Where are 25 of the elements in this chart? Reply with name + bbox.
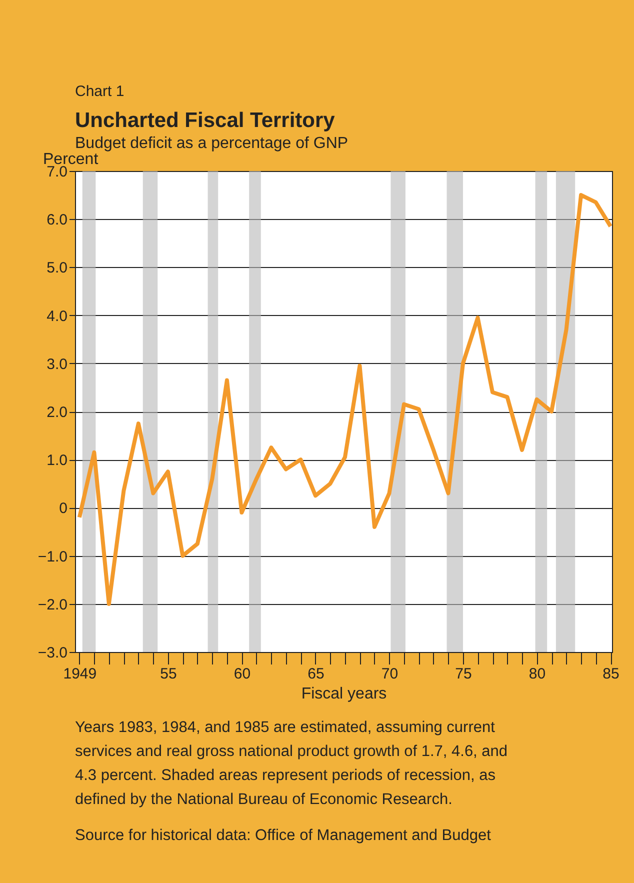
text: Years 1983, 1984, and 1985 are estimated, assuming current services and real gross national product growth of 1.7, 4.6, and 4.3 percent. Shaded areas represent periods of recession, as defined by the National Bureau of Economic Research.: [75, 719, 508, 808]
source-note: Source for historical data: Office of Management and Budget: [75, 827, 492, 844]
x-tick-label: 70: [381, 666, 398, 682]
x-tick-label: 1949: [63, 666, 97, 682]
x-tick-label: 65: [308, 666, 324, 682]
x-tick-label: 80: [528, 666, 546, 682]
chart-title: Uncharted Fiscal Territory: [75, 109, 336, 132]
y-tick-label: 5.0: [46, 260, 68, 277]
y-tick-label: 3.0: [46, 356, 68, 373]
y-tick-label: 1.0: [46, 452, 68, 470]
x-tick-label: 55: [160, 666, 177, 682]
y-tick-label: 7.0: [46, 164, 68, 180]
y-tick-label: −1.0: [38, 548, 68, 566]
y-tick-label: 2.0: [46, 404, 68, 421]
y-tick-label: −2.0: [38, 596, 68, 614]
x-tick-label: 60: [234, 666, 251, 682]
y-tick-label: 6.0: [46, 212, 68, 229]
x-tick-label: 75: [455, 666, 472, 682]
x-axis-title: Fiscal years: [301, 686, 387, 702]
chart-subtitle: Budget deficit as a percentage of GNP: [75, 135, 348, 152]
y-tick-label: 4.0: [46, 308, 68, 325]
y-tick-label: −3.0: [38, 644, 68, 662]
x-tick-label: 85: [602, 666, 620, 682]
caption: Chart 1: [75, 83, 124, 100]
y-tick-label: 0: [59, 500, 68, 518]
